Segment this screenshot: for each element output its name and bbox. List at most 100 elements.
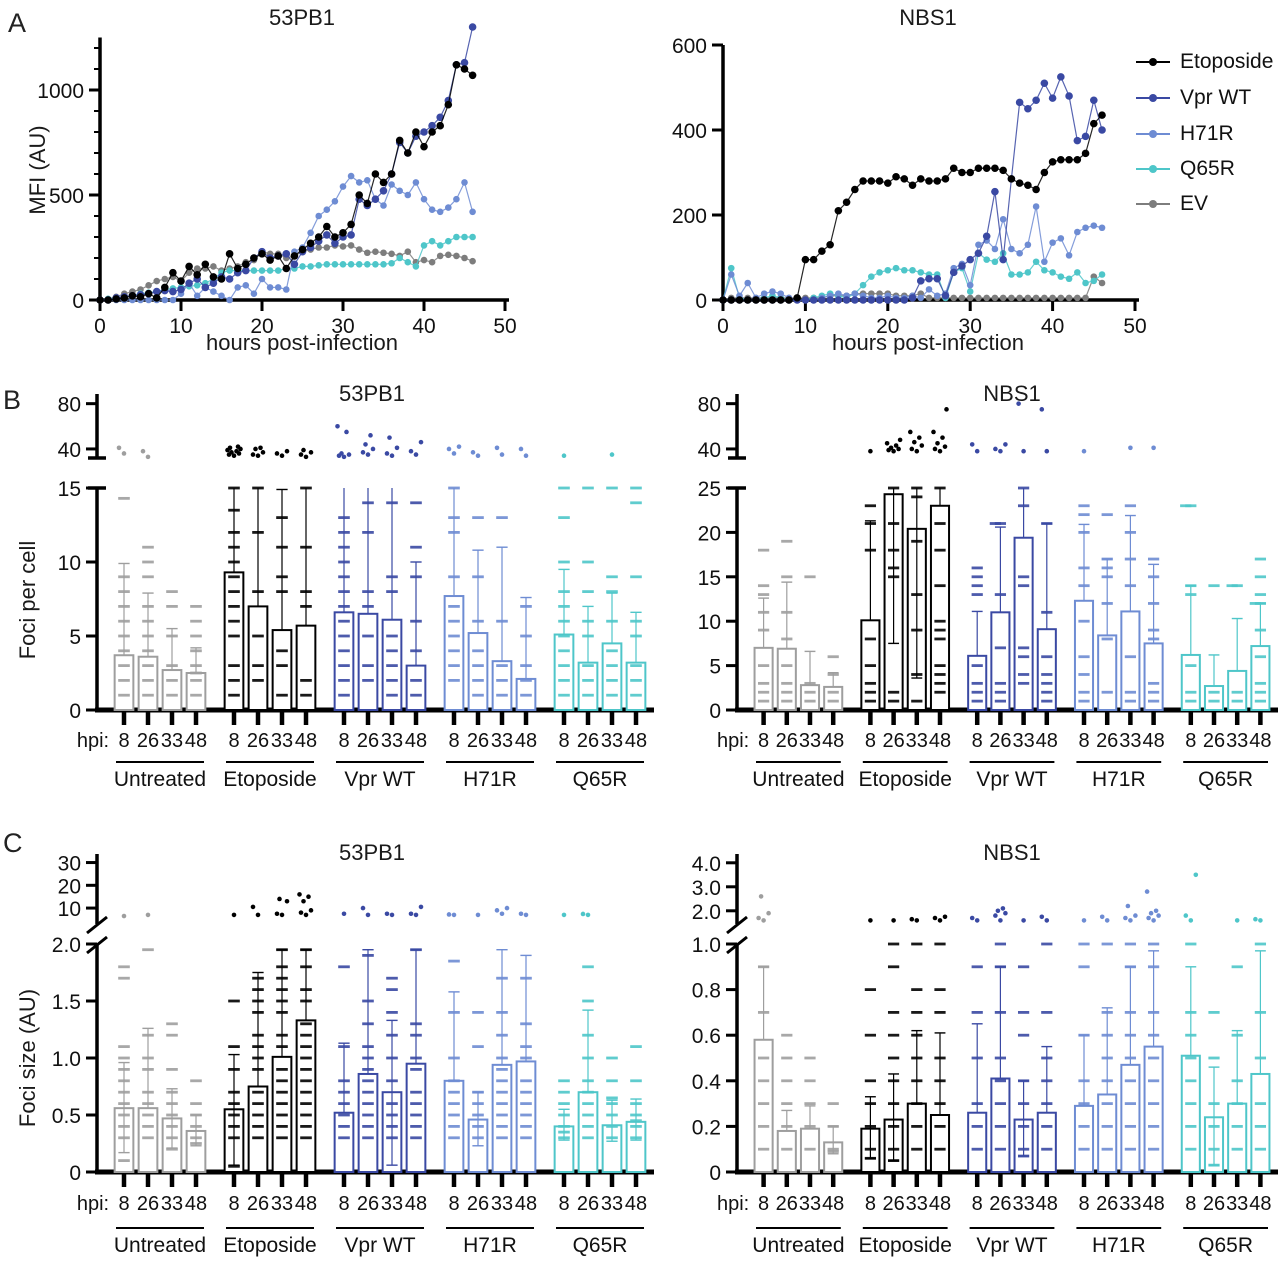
- data-point-dash: [386, 1102, 398, 1105]
- data-point-dash: [118, 1102, 130, 1105]
- data-point-dash: [934, 988, 946, 991]
- data-point-dash: [606, 679, 618, 682]
- group-label: Untreated: [752, 768, 844, 791]
- outlier-point: [346, 452, 352, 457]
- data-point-dash: [228, 486, 240, 490]
- data-point-dash: [630, 501, 642, 505]
- data-point-dash: [386, 1136, 398, 1140]
- data-point-h71r: [307, 229, 314, 237]
- data-point-dash: [1017, 1011, 1030, 1014]
- data-point-dash: [228, 1164, 240, 1168]
- data-point-dash: [166, 1125, 178, 1128]
- outlier-point: [1044, 448, 1050, 454]
- data-point-etoposide: [379, 178, 388, 187]
- data-point-h71r: [396, 187, 404, 195]
- data-point-ev: [355, 246, 363, 253]
- data-point-dash: [338, 693, 350, 697]
- data-point-q65r: [372, 261, 379, 268]
- data-point-dash: [252, 1011, 264, 1014]
- data-point-dash: [448, 1125, 460, 1128]
- data-point-q65r: [917, 269, 925, 276]
- data-point-dash: [190, 634, 202, 638]
- data-point-dash: [1147, 965, 1160, 969]
- data-point-dash: [166, 1068, 178, 1071]
- data-point-q65r: [461, 233, 468, 241]
- data-point-dash: [410, 1090, 422, 1094]
- data-point-h71r: [835, 290, 842, 297]
- data-point-dash: [300, 1136, 312, 1140]
- bar: [161, 669, 183, 711]
- x-tick-label: 20: [876, 315, 899, 338]
- data-point-dash: [520, 1045, 532, 1048]
- data-point-dash: [1017, 1102, 1030, 1105]
- outlier-point: [993, 913, 998, 918]
- data-point-dash: [118, 496, 130, 500]
- outlier-point: [944, 407, 949, 412]
- outlier-point: [758, 894, 764, 899]
- data-point-dash: [1078, 619, 1090, 623]
- data-point-etoposide: [925, 177, 933, 185]
- data-point-ev: [339, 243, 347, 250]
- data-point-dash: [252, 1033, 264, 1037]
- data-point-dash: [190, 1142, 202, 1145]
- hpi-tick-label: 33: [906, 730, 928, 752]
- bar: [776, 1129, 797, 1173]
- outlier-point: [1151, 918, 1156, 923]
- data-point-dash: [228, 575, 240, 579]
- data-point-dash: [410, 1033, 422, 1037]
- data-point-dash: [338, 1079, 350, 1083]
- data-point-dash: [362, 1022, 374, 1026]
- bar: [357, 612, 379, 711]
- data-point-dash: [1041, 942, 1053, 946]
- data-point-dash: [630, 634, 642, 638]
- bar: [1036, 628, 1057, 712]
- data-point-h71r: [145, 296, 152, 304]
- y-tick-label-lower: 2.0: [52, 934, 81, 957]
- outlier-point: [303, 454, 309, 460]
- legend: Etoposide Vpr WT H71R Q65R EV: [1136, 44, 1280, 222]
- data-point-etoposide: [468, 71, 477, 80]
- data-point-dash: [338, 619, 350, 623]
- data-point-etoposide: [298, 245, 307, 254]
- data-point-dash: [630, 1136, 642, 1140]
- outlier-point: [1234, 918, 1240, 923]
- data-point-dash: [934, 1147, 946, 1151]
- data-point-dash: [448, 1056, 460, 1060]
- outlier-point: [1016, 401, 1021, 406]
- data-point-dash: [520, 1022, 532, 1026]
- data-point-vpr_wt: [331, 239, 339, 248]
- y-tick-label-lower: 10: [58, 552, 81, 575]
- data-point-etoposide: [834, 206, 843, 215]
- data-point-dash: [228, 679, 240, 682]
- hpi-tick-label: 33: [381, 1193, 403, 1215]
- data-point-dash: [630, 1119, 642, 1123]
- data-point-dash: [1147, 557, 1160, 561]
- data-point-dash: [1078, 566, 1090, 570]
- data-point-dash: [520, 1113, 532, 1117]
- panel-label-a: A: [8, 8, 27, 38]
- bar: [929, 504, 951, 712]
- data-point-h71r: [331, 198, 339, 205]
- legend-item-h71r: H71R: [1136, 116, 1280, 152]
- data-point-dash: [781, 1102, 793, 1105]
- data-point-dash: [1208, 1102, 1220, 1105]
- data-point-q65r: [868, 273, 875, 280]
- data-point-dash: [582, 1136, 594, 1140]
- data-point-dash: [994, 1147, 1007, 1151]
- data-point-dash: [520, 1079, 532, 1083]
- data-point-dash: [1078, 1125, 1090, 1128]
- data-point-dash: [276, 976, 288, 980]
- data-point-dash: [276, 1079, 288, 1083]
- data-point-dash: [252, 531, 264, 534]
- data-point-dash: [630, 1113, 642, 1117]
- data-point-dash: [496, 1136, 508, 1140]
- data-point-dash: [520, 1125, 532, 1128]
- data-point-q65r: [445, 237, 452, 245]
- outlier-point: [1153, 908, 1159, 914]
- data-point-dash: [228, 590, 240, 593]
- outlier-point: [145, 454, 151, 460]
- group-label: Untreated: [114, 1234, 206, 1257]
- data-point-etoposide: [258, 250, 266, 258]
